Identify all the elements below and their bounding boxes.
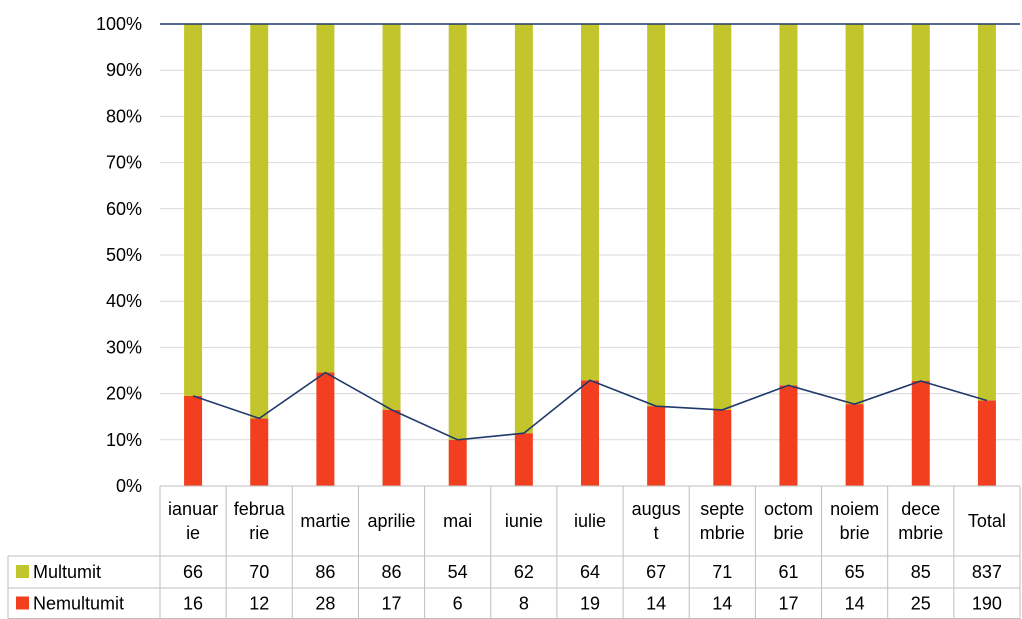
- y-tick-label: 30%: [106, 337, 142, 357]
- category-label: iunie: [505, 511, 543, 531]
- category-label: iulie: [574, 511, 606, 531]
- bar-nemultumit: [448, 439, 467, 486]
- legend-key-nemultumit: [16, 596, 29, 610]
- category-label: brie: [773, 523, 803, 543]
- y-tick-label: 0%: [116, 476, 142, 496]
- bar-multumit: [316, 24, 335, 373]
- bar-nemultumit: [713, 409, 732, 486]
- legend-label-multumit: Multumit: [33, 562, 101, 582]
- y-tick-label: 90%: [106, 60, 142, 80]
- y-tick-label: 60%: [106, 199, 142, 219]
- bar-nemultumit: [845, 404, 864, 486]
- table-value-multumit: 64: [580, 562, 600, 582]
- legend-key-multumit: [16, 565, 29, 578]
- category-label: rie: [249, 523, 269, 543]
- legend-label-nemultumit: Nemultumit: [33, 594, 124, 614]
- category-label: noiem: [830, 499, 879, 519]
- table-value-nemultumit: 19: [580, 594, 600, 614]
- bar-multumit: [250, 24, 269, 419]
- bar-nemultumit: [250, 418, 269, 486]
- category-label: dece: [901, 499, 940, 519]
- table-value-multumit: 86: [382, 562, 402, 582]
- category-label: augus: [632, 499, 681, 519]
- category-label: mai: [443, 511, 472, 531]
- bar-nemultumit: [779, 385, 798, 486]
- table-value-nemultumit: 190: [972, 594, 1002, 614]
- table-value-multumit: 71: [712, 562, 732, 582]
- bar-multumit: [647, 24, 666, 407]
- category-label: mbrie: [700, 523, 745, 543]
- table-value-nemultumit: 12: [249, 594, 269, 614]
- table-value-nemultumit: 16: [183, 594, 203, 614]
- table-value-multumit: 86: [315, 562, 335, 582]
- bar-multumit: [448, 24, 467, 440]
- table-value-nemultumit: 6: [453, 594, 463, 614]
- category-label: Total: [968, 511, 1006, 531]
- bar-nemultumit: [977, 400, 996, 486]
- category-label: mbrie: [898, 523, 943, 543]
- category-label: ie: [186, 523, 200, 543]
- bar-multumit: [911, 24, 930, 381]
- y-tick-label: 10%: [106, 430, 142, 450]
- bar-multumit: [382, 24, 401, 410]
- table-value-multumit: 66: [183, 562, 203, 582]
- bar-nemultumit: [382, 409, 401, 486]
- table-value-multumit: 61: [778, 562, 798, 582]
- bar-nemultumit: [316, 372, 335, 486]
- y-tick-label: 50%: [106, 245, 142, 265]
- table-value-multumit: 67: [646, 562, 666, 582]
- table-value-multumit: 62: [514, 562, 534, 582]
- bar-multumit: [845, 24, 864, 405]
- table-value-multumit: 85: [911, 562, 931, 582]
- category-label: martie: [300, 511, 350, 531]
- table-value-nemultumit: 25: [911, 594, 931, 614]
- table-value-multumit: 65: [845, 562, 865, 582]
- bar-multumit: [514, 24, 533, 434]
- bar-multumit: [184, 24, 203, 396]
- bar-multumit: [581, 24, 599, 381]
- bar-nemultumit: [184, 395, 203, 486]
- y-tick-label: 40%: [106, 291, 142, 311]
- table-value-nemultumit: 14: [646, 594, 666, 614]
- category-label: t: [654, 523, 659, 543]
- bar-multumit: [779, 24, 798, 386]
- table-value-multumit: 70: [249, 562, 269, 582]
- table-value-nemultumit: 8: [519, 594, 529, 614]
- category-label: ianuar: [168, 499, 218, 519]
- table-value-nemultumit: 17: [382, 594, 402, 614]
- bar-nemultumit: [581, 380, 599, 486]
- bar-nemultumit: [514, 433, 533, 486]
- y-tick-label: 70%: [106, 153, 142, 173]
- category-label: februa: [234, 499, 286, 519]
- category-label: septe: [700, 499, 744, 519]
- category-label: octom: [764, 499, 813, 519]
- bar-nemultumit: [647, 406, 666, 486]
- table-value-nemultumit: 28: [315, 594, 335, 614]
- category-label: aprilie: [368, 511, 416, 531]
- table-value-multumit: 837: [972, 562, 1002, 582]
- bar-nemultumit: [911, 381, 930, 486]
- bar-multumit: [977, 24, 996, 401]
- line-nemultumit-share: [192, 371, 988, 441]
- table-value-nemultumit: 14: [845, 594, 865, 614]
- category-label: brie: [840, 523, 870, 543]
- y-tick-label: 100%: [96, 14, 142, 34]
- y-tick-label: 80%: [106, 106, 142, 126]
- table-value-nemultumit: 17: [778, 594, 798, 614]
- bar-multumit: [713, 24, 732, 410]
- y-tick-label: 20%: [106, 384, 142, 404]
- table-value-multumit: 54: [448, 562, 468, 582]
- table-value-nemultumit: 14: [712, 594, 732, 614]
